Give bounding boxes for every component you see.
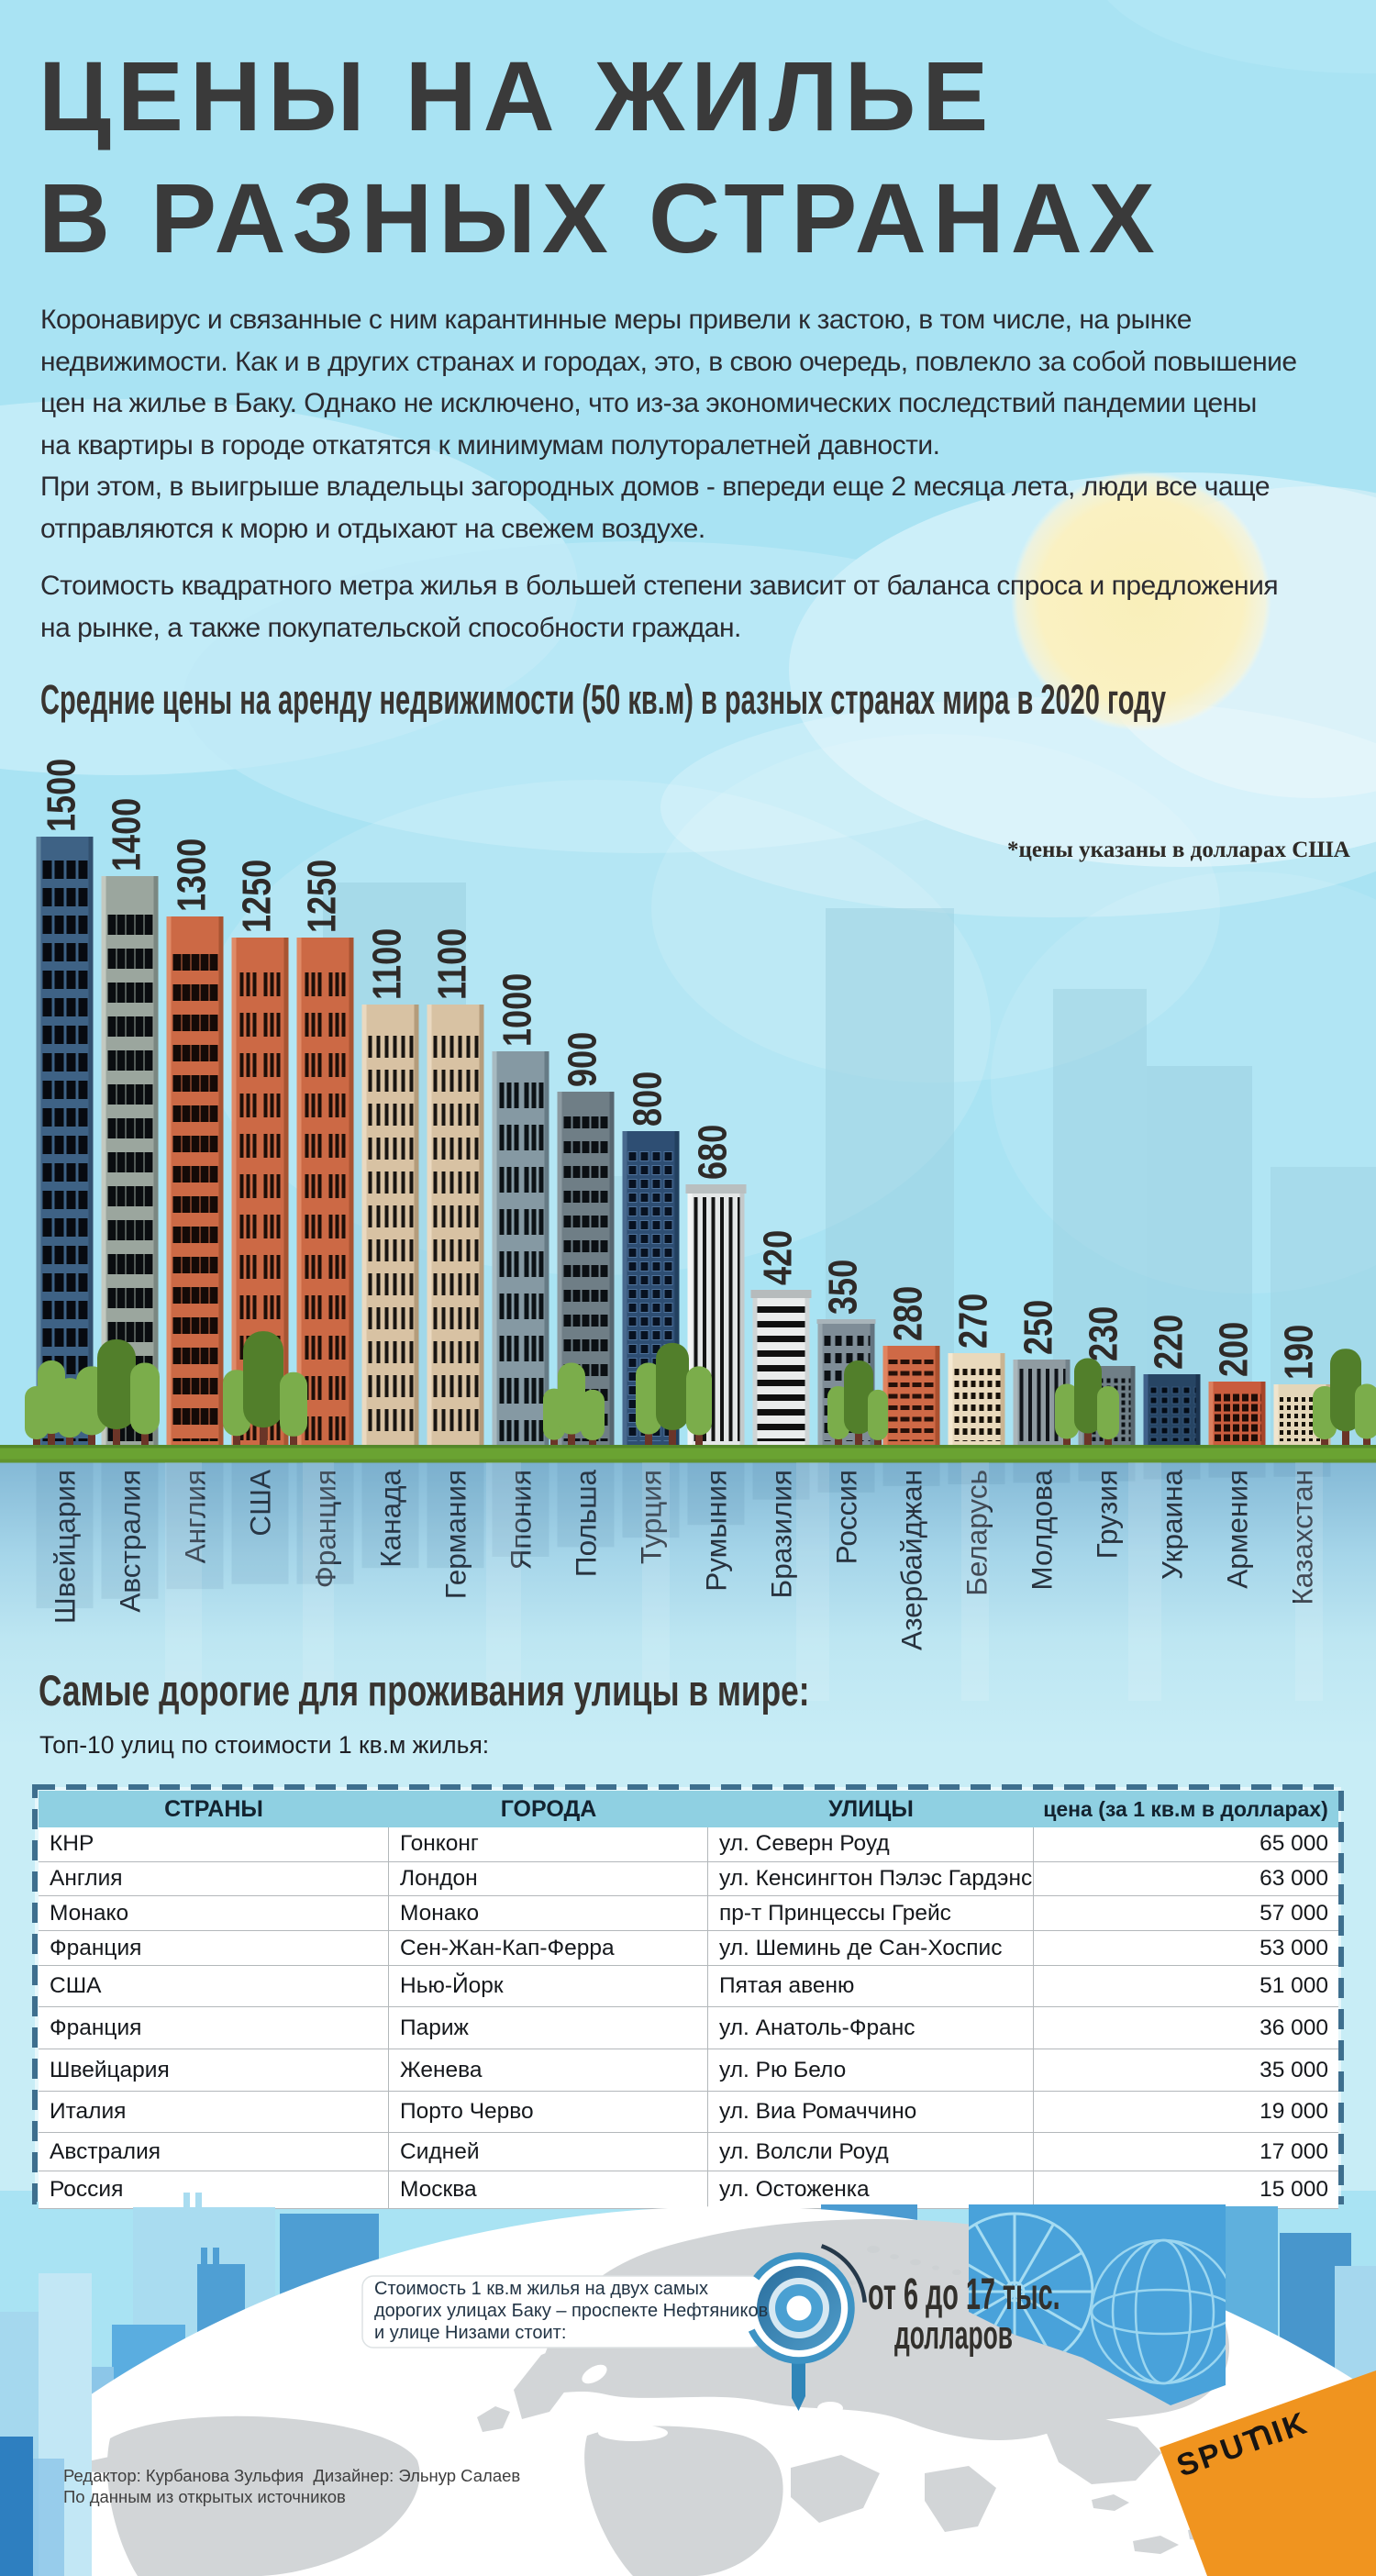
svg-text:1100: 1100 [364, 928, 409, 1000]
svg-text:350: 350 [820, 1260, 865, 1315]
svg-text:США: США [244, 1470, 277, 1537]
svg-text:190: 190 [1276, 1325, 1321, 1380]
svg-text:420: 420 [755, 1230, 800, 1285]
svg-text:1400: 1400 [104, 798, 149, 872]
svg-text:Россия: Россия [830, 1470, 863, 1564]
svg-text:900: 900 [560, 1032, 605, 1087]
svg-text:Польша: Польша [570, 1470, 603, 1578]
svg-text:Канада: Канада [374, 1470, 407, 1568]
svg-text:680: 680 [690, 1125, 735, 1180]
svg-text:1250: 1250 [299, 860, 344, 933]
svg-text:250: 250 [1015, 1300, 1060, 1355]
svg-text:Германия: Германия [439, 1470, 472, 1599]
svg-text:1300: 1300 [169, 838, 214, 912]
svg-text:Румыния: Румыния [700, 1470, 733, 1592]
svg-text:1250: 1250 [234, 860, 279, 933]
svg-text:Бразилия: Бразилия [765, 1470, 798, 1598]
svg-text:1100: 1100 [429, 928, 474, 1000]
svg-text:Беларусь: Беларусь [960, 1470, 993, 1596]
svg-text:270: 270 [950, 1294, 995, 1349]
svg-text:Украина: Украина [1156, 1470, 1189, 1580]
svg-text:800: 800 [625, 1071, 670, 1127]
svg-text:Турция: Турция [635, 1470, 668, 1564]
svg-text:Англия: Англия [179, 1470, 212, 1563]
svg-text:280: 280 [885, 1286, 930, 1341]
svg-text:Грузия: Грузия [1091, 1470, 1124, 1559]
svg-text:230: 230 [1081, 1306, 1126, 1361]
svg-text:220: 220 [1146, 1315, 1191, 1370]
svg-text:Австралия: Австралия [114, 1470, 147, 1613]
svg-text:1500: 1500 [39, 759, 83, 832]
svg-text:Азербайджан: Азербайджан [895, 1470, 928, 1650]
svg-text:Казахстан: Казахстан [1286, 1470, 1319, 1605]
svg-text:200: 200 [1211, 1322, 1256, 1377]
svg-text:Швейцария: Швейцария [49, 1470, 82, 1624]
svg-text:1000: 1000 [494, 973, 539, 1047]
svg-text:Молдова: Молдова [1026, 1470, 1059, 1591]
svg-text:Япония: Япония [505, 1470, 538, 1570]
svg-text:Армения: Армения [1221, 1470, 1254, 1589]
svg-text:Франция: Франция [309, 1470, 342, 1588]
